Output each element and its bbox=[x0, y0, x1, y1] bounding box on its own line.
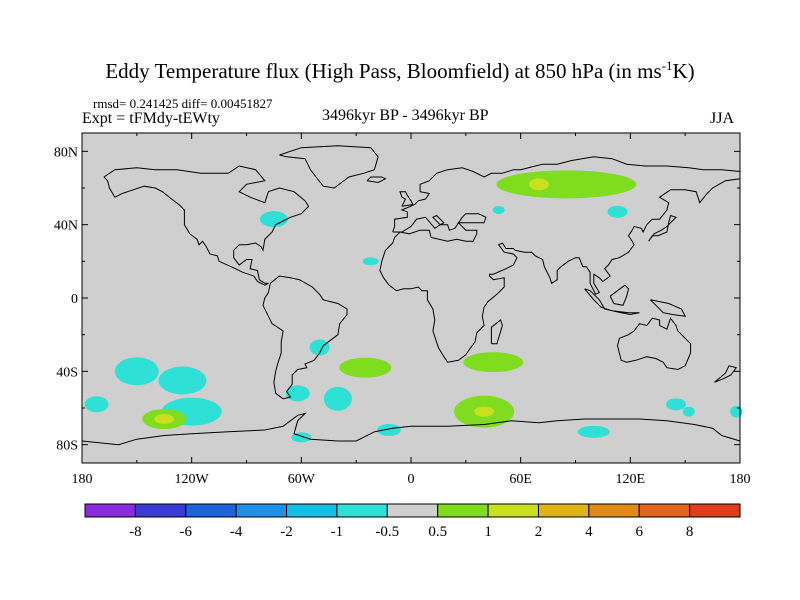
colorbar-swatch bbox=[437, 503, 489, 518]
lon-tick-label: 120E bbox=[616, 472, 646, 487]
anomaly-yellow bbox=[528, 178, 549, 191]
lat-tick-label: 0 bbox=[71, 292, 78, 307]
coastline-uk bbox=[399, 191, 414, 207]
coastline-layer bbox=[81, 145, 741, 446]
title-end: K) bbox=[672, 59, 695, 83]
colorbar-swatch bbox=[286, 503, 338, 518]
coastline-greenland bbox=[279, 145, 379, 189]
experiment-label: Expt = tFMdy-tEWty bbox=[82, 110, 220, 127]
colorbar-swatch bbox=[84, 503, 136, 518]
colorbar-label: 1 bbox=[484, 524, 492, 540]
anomaly-cyan bbox=[362, 257, 379, 266]
lon-tick-label: 180 bbox=[72, 472, 93, 487]
colorbar-label: -6 bbox=[180, 524, 193, 540]
colorbar-swatch bbox=[386, 503, 439, 518]
coastline-borneo bbox=[609, 284, 630, 306]
lat-tick-label: 40N bbox=[54, 219, 78, 234]
colorbar-label: -2 bbox=[280, 524, 293, 540]
colorbar-label: -1 bbox=[331, 524, 344, 540]
colorbar-label: -8 bbox=[129, 524, 142, 540]
season-label: JJA bbox=[710, 110, 735, 127]
colorbar: -8 -6 -4 -2 -1 -0.5 0.5 1 2 4 6 8 bbox=[84, 503, 741, 540]
title-main: Eddy Temperature flux (High Pass, Bloomf… bbox=[105, 59, 662, 83]
lon-tick-label: 0 bbox=[408, 472, 415, 487]
anomaly-yellow bbox=[154, 414, 175, 424]
coastline-madagascar bbox=[490, 319, 503, 345]
anomaly-cyan bbox=[666, 398, 687, 411]
anomaly-cyan bbox=[682, 406, 695, 417]
anomaly-yellow bbox=[474, 406, 495, 417]
lat-tick-label: 80N bbox=[54, 145, 78, 160]
anomaly-green bbox=[463, 352, 524, 373]
colorbar-swatch bbox=[235, 503, 288, 518]
anomaly-layer bbox=[84, 170, 743, 443]
colorbar-label: 2 bbox=[535, 524, 543, 540]
colorbar-label: 8 bbox=[686, 524, 694, 540]
coastline-new-guinea bbox=[650, 299, 687, 317]
anomaly-cyan bbox=[323, 386, 352, 411]
colorbar-label: -4 bbox=[230, 524, 243, 540]
anomaly-cyan bbox=[158, 366, 207, 395]
longitude-axis: 180 120W 60W 0 60E 120E 180 bbox=[72, 133, 751, 487]
rmsd-diff-stats: rmsd= 0.241425 diff= 0.00451827 bbox=[93, 96, 273, 111]
coastline-south-america bbox=[262, 275, 348, 400]
colorbar-swatch bbox=[638, 503, 691, 518]
coastline-indonesia bbox=[584, 288, 640, 316]
lon-tick-label: 60E bbox=[509, 472, 532, 487]
lon-tick-label: 180 bbox=[730, 472, 751, 487]
anomaly-cyan bbox=[492, 206, 505, 214]
colorbar-swatch bbox=[134, 503, 187, 518]
map-field bbox=[81, 132, 743, 464]
anomaly-green bbox=[339, 357, 392, 378]
colorbar-swatch bbox=[588, 503, 640, 518]
coastline-eurasia-africa bbox=[379, 156, 741, 363]
anomaly-cyan bbox=[309, 339, 330, 356]
lat-tick-label: 40S bbox=[56, 365, 78, 380]
colorbar-swatch bbox=[336, 503, 388, 518]
colorbar-label: -0.5 bbox=[375, 524, 399, 540]
anomaly-cyan bbox=[84, 396, 109, 413]
colorbar-swatch bbox=[185, 503, 237, 518]
colorbar-label: 6 bbox=[635, 524, 643, 540]
coastline-australia bbox=[616, 317, 692, 371]
anomaly-cyan bbox=[377, 424, 402, 436]
anomaly-cyan bbox=[285, 385, 310, 402]
colorbar-swatch bbox=[689, 503, 741, 518]
colorbar-swatch bbox=[537, 503, 590, 518]
coastline-japan bbox=[648, 214, 677, 242]
lon-tick-label: 120W bbox=[175, 472, 210, 487]
coastline-new-zealand bbox=[714, 365, 738, 383]
plot-title: Eddy Temperature flux (High Pass, Bloomf… bbox=[0, 58, 800, 84]
coastline-antarctica bbox=[81, 412, 741, 446]
period-label: 3496kyr BP - 3496kyr BP bbox=[322, 107, 489, 124]
anomaly-cyan bbox=[730, 405, 743, 418]
lat-tick-label: 80S bbox=[56, 439, 78, 454]
coastline-north-america bbox=[103, 165, 310, 286]
latitude-axis: 80N 40N 0 40S 80S bbox=[54, 145, 740, 454]
title-superscript: -1 bbox=[661, 58, 673, 73]
anomaly-cyan bbox=[577, 425, 610, 438]
anomaly-cyan bbox=[114, 357, 159, 386]
anomaly-cyan bbox=[607, 205, 628, 218]
colorbar-label: 4 bbox=[585, 524, 593, 540]
colorbar-label: 0.5 bbox=[428, 524, 447, 540]
colorbar-swatch bbox=[487, 503, 539, 518]
anomaly-green bbox=[496, 170, 637, 199]
coastline-iceland bbox=[366, 176, 387, 184]
anomaly-cyan bbox=[259, 211, 288, 228]
lon-tick-label: 60W bbox=[288, 472, 316, 487]
